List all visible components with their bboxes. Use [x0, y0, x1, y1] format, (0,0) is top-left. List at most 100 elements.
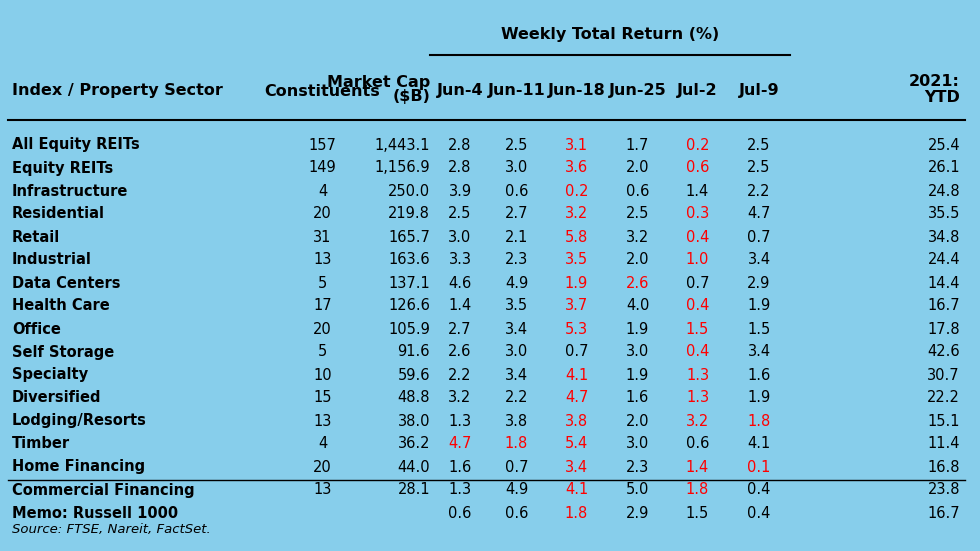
Text: 1.7: 1.7	[626, 138, 649, 153]
Text: 1.4: 1.4	[686, 460, 710, 474]
Text: 5.3: 5.3	[564, 321, 588, 337]
Text: 1.8: 1.8	[564, 505, 588, 521]
Text: 3.5: 3.5	[505, 299, 528, 314]
Text: YTD: YTD	[924, 89, 960, 105]
Text: 17: 17	[314, 299, 332, 314]
Text: 0.3: 0.3	[686, 207, 710, 222]
Text: Office: Office	[12, 321, 61, 337]
Text: Home Financing: Home Financing	[12, 460, 145, 474]
Text: 17.8: 17.8	[927, 321, 960, 337]
Text: 219.8: 219.8	[388, 207, 430, 222]
Text: 0.4: 0.4	[748, 483, 770, 498]
Text: Market Cap: Market Cap	[326, 74, 430, 89]
Text: 0.6: 0.6	[505, 505, 528, 521]
Text: 163.6: 163.6	[388, 252, 430, 267]
Text: 5: 5	[318, 344, 327, 359]
Text: 1.9: 1.9	[626, 321, 649, 337]
Text: 2.0: 2.0	[626, 160, 650, 176]
Text: 5: 5	[318, 276, 327, 290]
Text: 3.5: 3.5	[564, 252, 588, 267]
Text: 91.6: 91.6	[398, 344, 430, 359]
Text: 5.4: 5.4	[564, 436, 588, 451]
Text: 4.0: 4.0	[626, 299, 649, 314]
Text: 2.8: 2.8	[448, 138, 471, 153]
Text: 2.5: 2.5	[505, 138, 528, 153]
Text: 4.7: 4.7	[564, 391, 588, 406]
Text: 1,443.1: 1,443.1	[374, 138, 430, 153]
Text: 4.1: 4.1	[564, 368, 588, 382]
Text: 2.2: 2.2	[505, 391, 528, 406]
Text: 1.8: 1.8	[505, 436, 528, 451]
Text: 2.2: 2.2	[448, 368, 471, 382]
Text: 3.8: 3.8	[505, 413, 528, 429]
Text: 1.4: 1.4	[449, 299, 471, 314]
Text: 4.9: 4.9	[505, 483, 528, 498]
Text: 0.7: 0.7	[564, 344, 588, 359]
Text: 36.2: 36.2	[398, 436, 430, 451]
Text: 0.4: 0.4	[686, 344, 710, 359]
Text: 0.7: 0.7	[748, 230, 770, 245]
Text: 165.7: 165.7	[388, 230, 430, 245]
Text: 3.8: 3.8	[564, 413, 588, 429]
Text: 2.6: 2.6	[448, 344, 471, 359]
Text: 0.1: 0.1	[748, 460, 770, 474]
Text: 3.0: 3.0	[505, 160, 528, 176]
Text: 1.6: 1.6	[626, 391, 649, 406]
Text: 28.1: 28.1	[397, 483, 430, 498]
Text: 20: 20	[314, 207, 332, 222]
Text: 3.2: 3.2	[626, 230, 649, 245]
Text: 4.1: 4.1	[748, 436, 770, 451]
Text: 3.4: 3.4	[564, 460, 588, 474]
Text: Jun-25: Jun-25	[609, 84, 666, 99]
Text: Jun-11: Jun-11	[488, 84, 546, 99]
Text: 26.1: 26.1	[927, 160, 960, 176]
Text: 3.9: 3.9	[449, 183, 471, 198]
Text: 1.9: 1.9	[748, 391, 770, 406]
Text: 48.8: 48.8	[398, 391, 430, 406]
Text: 0.7: 0.7	[505, 460, 528, 474]
Text: 3.0: 3.0	[626, 344, 649, 359]
Text: 1.5: 1.5	[748, 321, 770, 337]
Text: 0.4: 0.4	[686, 299, 710, 314]
Text: 2.9: 2.9	[626, 505, 649, 521]
Text: 2.3: 2.3	[626, 460, 649, 474]
Text: Source: FTSE, Nareit, FactSet.: Source: FTSE, Nareit, FactSet.	[12, 523, 211, 537]
Text: Industrial: Industrial	[12, 252, 92, 267]
Text: 10: 10	[314, 368, 332, 382]
Text: 3.0: 3.0	[449, 230, 471, 245]
Text: 2.0: 2.0	[626, 413, 650, 429]
Text: 13: 13	[314, 413, 331, 429]
Text: 3.3: 3.3	[449, 252, 471, 267]
Text: 1.0: 1.0	[686, 252, 710, 267]
Text: 25.4: 25.4	[927, 138, 960, 153]
Text: 3.7: 3.7	[564, 299, 588, 314]
Text: Index / Property Sector: Index / Property Sector	[12, 84, 222, 99]
Text: 1.9: 1.9	[564, 276, 588, 290]
Text: 3.0: 3.0	[505, 344, 528, 359]
Text: 5.8: 5.8	[564, 230, 588, 245]
Text: 15.1: 15.1	[927, 413, 960, 429]
Text: 1.3: 1.3	[449, 413, 471, 429]
Text: Specialty: Specialty	[12, 368, 88, 382]
Text: 2.5: 2.5	[626, 207, 649, 222]
Text: 1.9: 1.9	[748, 299, 770, 314]
Text: 3.4: 3.4	[748, 252, 770, 267]
Text: 2.7: 2.7	[448, 321, 471, 337]
Text: 1.8: 1.8	[686, 483, 710, 498]
Text: 2.5: 2.5	[748, 160, 770, 176]
Text: 16.7: 16.7	[927, 505, 960, 521]
Text: 24.8: 24.8	[927, 183, 960, 198]
Text: 13: 13	[314, 483, 331, 498]
Text: 1.5: 1.5	[686, 505, 710, 521]
Text: 0.6: 0.6	[448, 505, 471, 521]
Text: Timber: Timber	[12, 436, 71, 451]
Text: 1.6: 1.6	[449, 460, 471, 474]
Text: 3.0: 3.0	[626, 436, 649, 451]
Text: 2.1: 2.1	[505, 230, 528, 245]
Text: Diversified: Diversified	[12, 391, 102, 406]
Text: 2.0: 2.0	[626, 252, 650, 267]
Text: 2.5: 2.5	[448, 207, 471, 222]
Text: 4.7: 4.7	[748, 207, 770, 222]
Text: 2.6: 2.6	[626, 276, 649, 290]
Text: 1.3: 1.3	[686, 368, 710, 382]
